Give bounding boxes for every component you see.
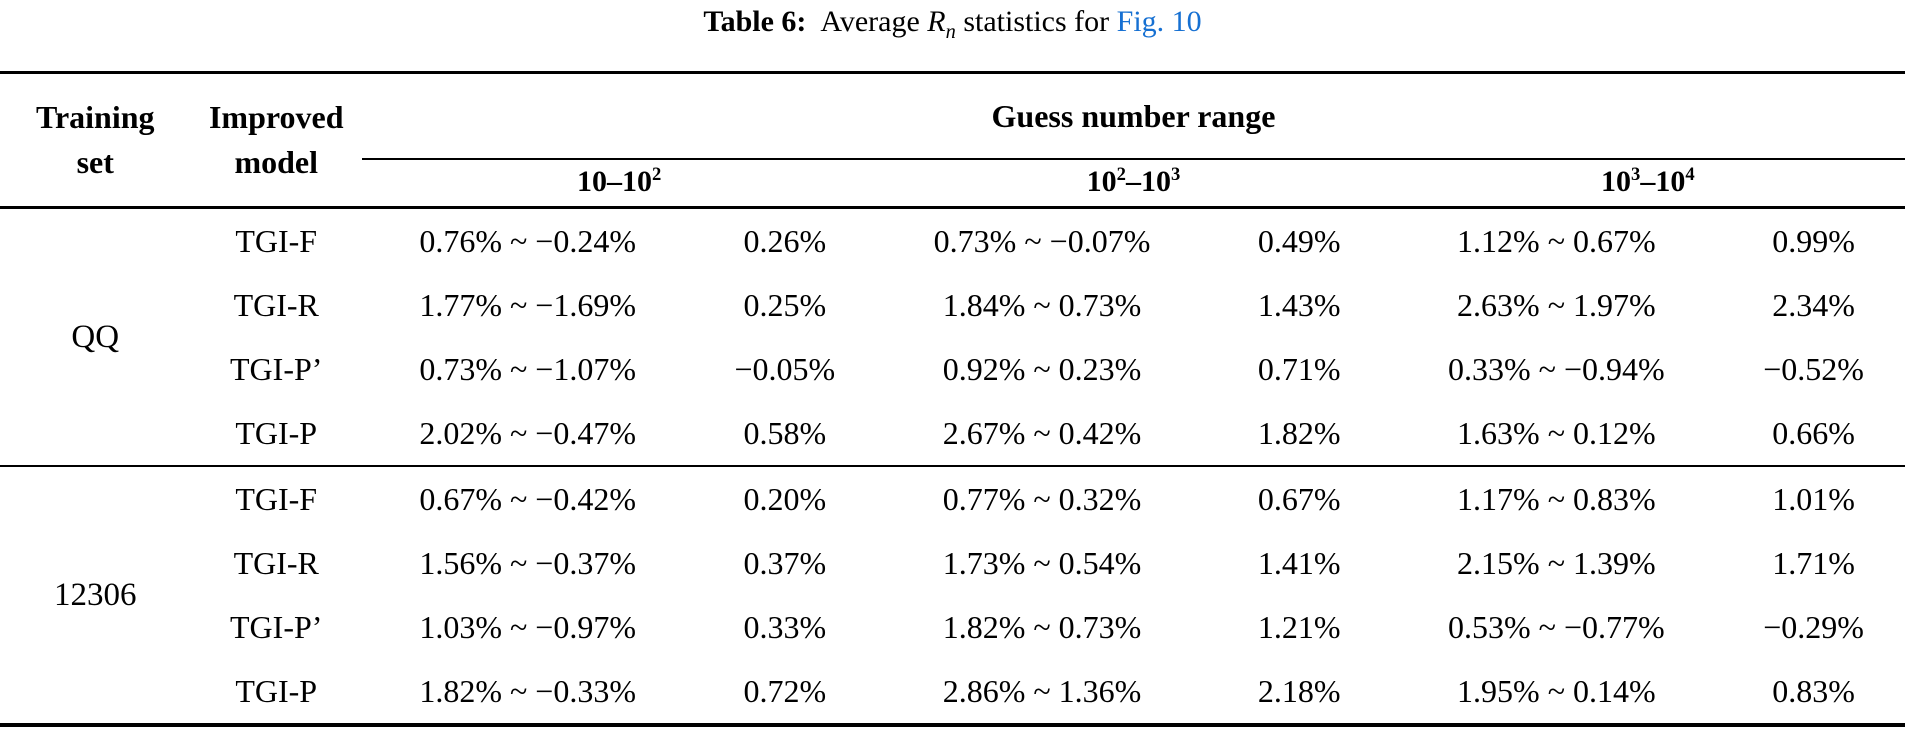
table-caption: Table 6: Average Rn statistics for Fig. 1… [0,0,1905,44]
range-value-cell: 2.63% ~ 1.97% [1457,286,1656,323]
range-value-cell: 0.53% ~ −0.77% [1448,608,1665,645]
table-row: QQ TGI-F 0.76% ~ −0.24% 0.26% 0.73% ~ −0.07%… [0,208,1905,355]
average-value-cell: 0.71% [1257,350,1341,387]
range-value-cell: 0.73% ~ −1.07% [419,350,636,387]
table-row: TGI-P 1.82% ~ −0.33% 0.72% 2.86% ~ 1.36% 2.1… [0,659,1905,725]
average-value-cell: 1.21% [1257,608,1341,645]
range-value-cell: 0.77% ~ 0.32% [876,465,1208,531]
range-value-cell: 1.82% ~ 0.73% [942,608,1142,645]
range-value-cell: 1.95% ~ 0.14% [1457,672,1656,709]
table-row: TGI-R 1.56% ~ −0.37% 0.37% 1.73% ~ 0.54% 1.4… [0,531,1905,595]
range-value-cell: 2.67% ~ 0.42% [942,414,1142,451]
range-value-cell: 0.76% ~ −0.24% [419,222,636,259]
table-row: 12306 TGI-F 0.67% ~ −0.42% 0.20% 0.77% ~ 0.3… [0,465,1905,725]
average-value-cell: 0.33% [743,608,827,645]
caption-text-post: statistics for [963,5,1110,38]
range-value-cell: 1.12% ~ 0.67% [1457,222,1656,259]
model-cell: TGI-P [235,414,318,451]
statistic-symbol: Rn [927,5,956,43]
figure-reference-link[interactable]: Fig. 10 [1116,5,1202,38]
range-header: 102–103 [876,159,1391,209]
range-value-cell: 1.77% ~ −1.69% [419,286,636,323]
table-row: TGI-R 1.77% ~ −1.69% 0.25% 1.84% ~ 0.73% 1.4… [0,273,1905,337]
average-value-cell: 0.72% [743,672,827,709]
range-value-cell: 1.03% ~ −0.97% [419,608,636,645]
range-value-cell: 2.15% ~ 1.39% [1457,544,1656,581]
model-cell: TGI-P [235,672,318,709]
average-value-cell: 1.41% [1257,544,1341,581]
column-header-guess-number-range: Guess number range [361,72,1905,160]
caption-text-pre: Average [820,5,920,38]
range-subheader-row: 10–102 102–103 103–104 [0,159,1905,209]
training-set-cell: 12306 [0,465,191,725]
average-value-cell: −0.52% [1763,350,1864,387]
table-row: TGI-P’ 0.73% ~ −1.07% −0.05% 0.92% ~ 0.23% 0… [0,337,1905,401]
model-cell: TGI-R [233,286,319,323]
table-header: Training set Improved model Guess number… [0,72,1905,209]
range-value-cell: 0.73% ~ −0.07% [933,222,1151,259]
range-value-cell: 1.84% ~ 0.73% [942,286,1142,323]
average-value-cell: 1.01% [1722,465,1905,531]
average-value-cell: 0.26% [743,222,827,259]
average-value-cell: 0.66% [1772,414,1855,451]
average-value-cell: 0.37% [743,544,827,581]
range-value-cell: 0.67% ~ −0.42% [361,465,694,531]
table-body: QQ TGI-F 0.76% ~ −0.24% 0.26% 0.73% ~ −0.07%… [0,208,1905,725]
model-cell: TGI-P’ [230,350,323,387]
average-value-cell: 0.49% [1257,222,1341,259]
average-value-cell: −0.29% [1763,608,1864,645]
average-value-cell: 0.99% [1772,222,1855,259]
range-value-cell: 2.86% ~ 1.36% [942,672,1142,709]
average-value-cell: 0.25% [743,286,827,323]
range-value-cell: 1.17% ~ 0.83% [1390,465,1723,531]
model-cell: TGI-F [190,465,362,531]
model-cell: TGI-P’ [230,608,323,645]
training-set-cell: QQ [71,318,120,355]
table-row: TGI-P 2.02% ~ −0.47% 0.58% 2.67% ~ 0.42% 1.8… [0,401,1905,466]
average-value-cell: −0.05% [734,350,836,387]
table-row: TGI-P’ 1.03% ~ −0.97% 0.33% 1.82% ~ 0.73% 1.… [0,595,1905,659]
average-value-cell: 0.83% [1772,672,1855,709]
range-value-cell: 0.92% ~ 0.23% [942,350,1142,387]
range-value-cell: 1.56% ~ −0.37% [419,544,636,581]
statistics-table: Training set Improved model Guess number… [0,71,1905,727]
average-value-cell: 0.20% [693,465,877,531]
model-cell: TGI-F [235,222,318,259]
column-header-training-set: Training set [0,72,191,209]
range-value-cell: 2.02% ~ −0.47% [419,414,636,451]
average-value-cell: 0.67% [1207,465,1391,531]
column-header-improved-model: Improved model [190,72,362,209]
model-cell: TGI-R [233,544,319,581]
range-value-cell: 0.33% ~ −0.94% [1448,350,1665,387]
average-value-cell: 0.58% [743,414,827,451]
table-number-label: Table 6: [703,5,807,38]
range-header: 10–102 [361,159,877,209]
average-value-cell: 2.18% [1257,672,1341,709]
average-value-cell: 2.34% [1772,286,1855,323]
range-value-cell: 1.63% ~ 0.12% [1457,414,1656,451]
average-value-cell: 1.71% [1772,544,1855,581]
range-value-cell: 1.82% ~ −0.33% [419,672,636,709]
average-value-cell: 1.43% [1257,286,1341,323]
average-value-cell: 1.82% [1257,414,1341,451]
range-value-cell: 1.73% ~ 0.54% [942,544,1142,581]
range-header: 103–104 [1390,159,1905,209]
